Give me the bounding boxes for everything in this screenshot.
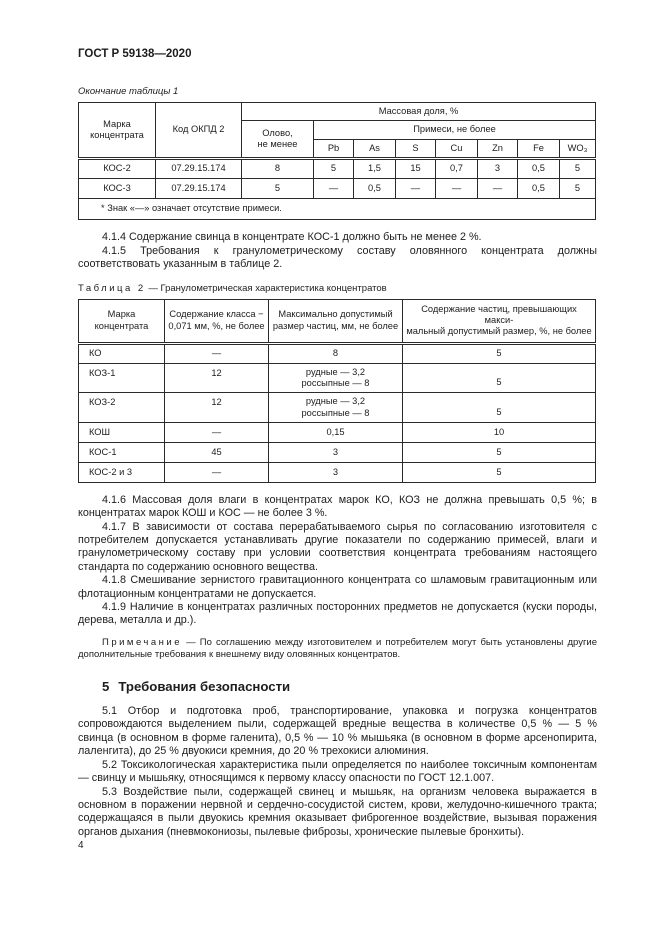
t2-cell-class-content: 12	[164, 392, 269, 423]
t2-cell-max-size: 0,15	[268, 421, 403, 443]
t2-cell-max-size: 8	[268, 342, 403, 364]
t2-header-class-content: Содержание класса − 0,071 мм, %, не боле…	[164, 298, 269, 345]
t1-cell-as: 0,5	[353, 177, 396, 199]
t1-cell-as: 1,5	[353, 157, 396, 179]
table1-continuation-label: Окончание таблицы 1	[78, 86, 179, 97]
t1-header-marka: Марка концентрата	[78, 102, 156, 160]
t1-header-impurities: Примеси, не более	[313, 120, 596, 140]
table2-caption: Таблица 2 — Гранулометрическая характери…	[78, 283, 597, 294]
t1-footnote: * Знак «—» означает отсутствие примеси.	[78, 197, 596, 221]
t1-cell-wo3: 5	[559, 157, 596, 179]
t2-cell-excess: 5	[402, 461, 596, 483]
t1-header-s: S	[395, 138, 436, 161]
t1-cell-pb: 5	[313, 157, 354, 179]
t2-cell-marka: КОЗ-1	[78, 362, 165, 394]
t1-cell-wo3: 5	[559, 177, 596, 199]
t2-header-marka: Марка концентрата	[78, 298, 165, 345]
paragraph-4-1-6: 4.1.6 Массовая доля влаги в концентратах…	[78, 493, 597, 520]
paragraph-4-1-8: 4.1.8 Смешивание зернистого гравитационн…	[78, 574, 597, 600]
t1-header-okpd: Код ОКПД 2	[155, 102, 242, 160]
t2-cell-marka: КОЗ-2	[78, 392, 165, 423]
t2-cell-max-size: 3	[268, 441, 403, 463]
table2-caption-title: — Гранулометрическая характеристика конц…	[148, 282, 387, 294]
t2-cell-marka: КО	[78, 342, 165, 364]
paragraph-5-2: 5.2 Токсикологическая характеристика пыл…	[78, 758, 597, 785]
note-paragraph: Примечание — По соглашению между изготов…	[78, 637, 597, 662]
table2-caption-label: Таблица 2	[78, 282, 146, 294]
t1-cell-fe: 0,5	[517, 177, 560, 199]
t1-cell-marka: КОС-3	[78, 177, 156, 199]
t2-cell-excess: 5	[402, 342, 596, 364]
t2-cell-class-content: 12	[164, 362, 269, 394]
paragraph-4-1-4: 4.1.4 Содержание свинца в концентрате КО…	[102, 231, 482, 244]
paragraph-4-1-9: 4.1.9 Наличие в концентратах различных п…	[78, 601, 597, 627]
t1-header-zn: Zn	[477, 138, 518, 161]
table-2: Марка концентрата Содержание класса − 0,…	[78, 298, 596, 483]
table-row: КО — 8 5	[78, 342, 596, 364]
t2-cell-excess: 5	[402, 392, 596, 423]
section-5-title: Требования безопасности	[118, 679, 291, 695]
section-5-number: 5	[102, 679, 110, 695]
t1-header-pb: Pb	[313, 138, 354, 161]
t2-cell-class-content: —	[164, 342, 269, 364]
t1-header-mass-fraction: Массовая доля, %	[241, 101, 596, 122]
t1-cell-cu: 0,7	[435, 157, 478, 179]
section-5-heading: 5 Требования безопасности	[78, 679, 597, 694]
t2-header-excess: Содержание частиц, превышающих макси- ма…	[402, 298, 596, 345]
t2-cell-max-size: 3	[268, 461, 403, 483]
t1-header-tin: Олово, не менее	[241, 120, 314, 160]
t1-cell-okpd: 07.29.15.174	[155, 157, 242, 179]
page-number: 4	[78, 840, 84, 851]
paragraph-5-1: 5.1 Отбор и подготовка проб, транспортир…	[78, 705, 597, 758]
t1-header-cu: Cu	[435, 138, 478, 161]
paragraph-4-1-7: 4.1.7 В зависимости от состава перерабат…	[78, 520, 597, 573]
table-row: КОЗ-2 12 рудные — 3,2 россыпные — 8 5	[78, 392, 596, 423]
t1-cell-pb: —	[313, 177, 354, 199]
t2-cell-marka: КОС-2 и 3	[78, 461, 165, 483]
note-label: Примечание	[102, 636, 182, 648]
t1-cell-zn: 3	[477, 157, 518, 179]
t1-header-fe: Fe	[517, 138, 560, 161]
t1-cell-fe: 0,5	[517, 157, 560, 179]
t1-cell-s: 15	[395, 157, 436, 179]
t2-header-max-size: Максимально допустимый размер частиц, мм…	[268, 298, 403, 345]
t1-cell-tin: 5	[241, 177, 314, 199]
t1-cell-marka: КОС-2	[78, 157, 156, 179]
doc-code: ГОСТ Р 59138—2020	[78, 48, 192, 60]
table-1: Марка концентрата Код ОКПД 2 Массовая до…	[78, 101, 596, 221]
t2-cell-class-content: —	[164, 421, 269, 443]
paragraph-4-1-5: 4.1.5 Требования к гранулометрическому с…	[78, 244, 597, 271]
note-text: — По соглашению между изготовителем и по…	[78, 636, 597, 661]
paragraph-5-3: 5.3 Воздействие пыли, содержащей свинец …	[78, 785, 597, 838]
table-row: КОС-2 и 3 — 3 5	[78, 461, 596, 483]
table-row: КОЗ-1 12 рудные — 3,2 россыпные — 8 5	[78, 362, 596, 394]
table-row: КОШ — 0,15 10	[78, 421, 596, 443]
t2-cell-marka: КОШ	[78, 421, 165, 443]
t1-cell-tin: 8	[241, 157, 314, 179]
table-row: КОС-1 45 3 5	[78, 441, 596, 463]
t2-cell-class-content: 45	[164, 441, 269, 463]
t1-header-as: As	[353, 138, 396, 161]
table-footnote-row: * Знак «—» означает отсутствие примеси.	[78, 197, 596, 221]
table-row: КОС-3 07.29.15.174 5 — 0,5 — — — 0,5 5	[78, 177, 596, 199]
t2-cell-excess: 5	[402, 362, 596, 394]
document-page: ГОСТ Р 59138—2020 Окончание таблицы 1 Ма…	[78, 48, 597, 838]
t1-cell-cu: —	[435, 177, 478, 199]
t1-cell-zn: —	[477, 177, 518, 199]
t1-header-wo3: WO₃	[559, 138, 596, 161]
t2-cell-marka: КОС-1	[78, 441, 165, 463]
table-row: КОС-2 07.29.15.174 8 5 1,5 15 0,7 3 0,5 …	[78, 157, 596, 179]
t2-cell-excess: 5	[402, 441, 596, 463]
t2-cell-max-size: рудные — 3,2 россыпные — 8	[268, 362, 403, 394]
t2-cell-excess: 10	[402, 421, 596, 443]
t1-cell-s: —	[395, 177, 436, 199]
t2-cell-class-content: —	[164, 461, 269, 483]
t2-cell-max-size: рудные — 3,2 россыпные — 8	[268, 392, 403, 423]
t1-cell-okpd: 07.29.15.174	[155, 177, 242, 199]
